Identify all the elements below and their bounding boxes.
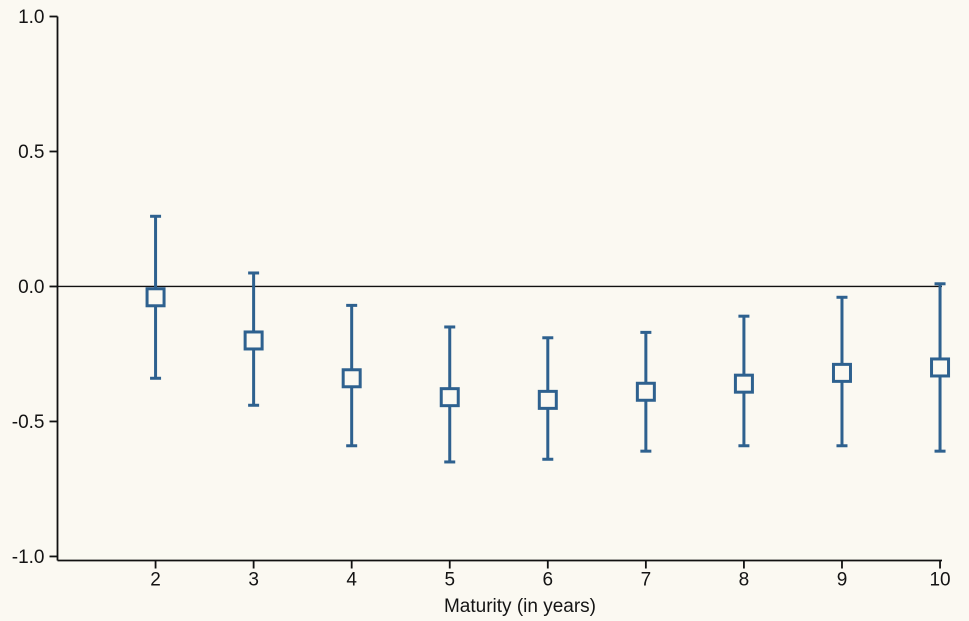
y-tick-label: 0.0: [18, 277, 44, 298]
chart-axes: 1.0 0.5 0.0 -0.5 -1.0 2 3 4 5 6 7 8 9 10: [12, 7, 951, 591]
estimate-marker: [831, 362, 852, 383]
errorbar-point: [831, 295, 852, 448]
x-tick-label: 10: [929, 570, 950, 591]
x-tick-label: 3: [248, 570, 259, 591]
x-tick-label: 9: [837, 570, 848, 591]
chart-series: [145, 214, 951, 464]
estimate-marker: [635, 381, 656, 402]
errorbar-point: [243, 271, 264, 407]
x-tick-label: 5: [444, 570, 455, 591]
estimate-marker: [930, 357, 951, 378]
x-tick-label: 6: [543, 570, 554, 591]
y-tick-label: 1.0: [18, 7, 44, 28]
y-tick-label: -1.0: [12, 547, 45, 568]
estimate-marker: [537, 389, 558, 410]
errorbar-point: [733, 314, 754, 448]
x-tick-label: 8: [739, 570, 750, 591]
errorbar-point: [439, 325, 460, 464]
estimate-marker: [341, 368, 362, 389]
y-tick-label: -0.5: [12, 412, 45, 433]
x-tick-label: 7: [641, 570, 652, 591]
y-tick-label: 0.5: [18, 142, 44, 163]
x-axis-title: Maturity (in years): [444, 596, 596, 617]
estimate-marker: [243, 330, 264, 351]
x-tick-label: 4: [346, 570, 357, 591]
estimate-marker: [733, 373, 754, 394]
errorbar-point: [635, 330, 656, 453]
estimate-marker: [439, 387, 460, 408]
x-tick-label: 2: [150, 570, 161, 591]
errorbar-point: [341, 303, 362, 448]
errorbar-point: [145, 214, 166, 380]
estimate-marker: [145, 287, 166, 308]
errorbar-point: [930, 282, 951, 453]
errorbar-point: [537, 336, 558, 461]
